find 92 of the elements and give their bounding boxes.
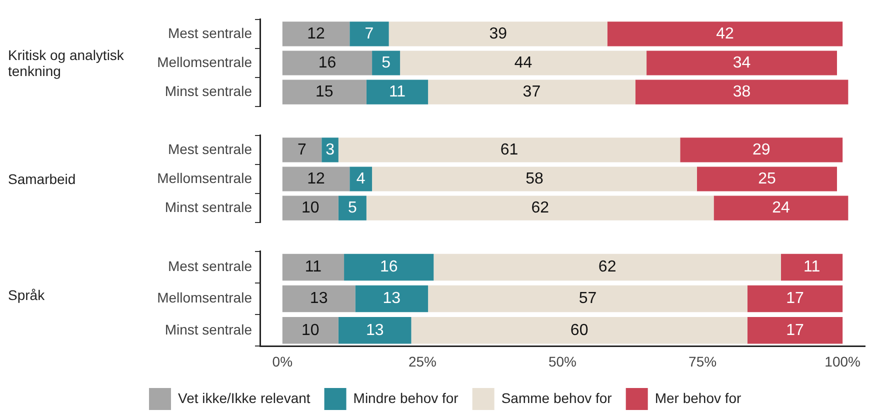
y-tick-label: Mest sentrale: [168, 140, 252, 157]
bar: [282, 166, 350, 192]
data-label: 15: [316, 83, 334, 100]
data-label: 29: [752, 141, 770, 158]
data-label: 10: [302, 322, 320, 339]
data-label: 44: [514, 54, 532, 72]
bar: [282, 22, 350, 46]
y-tick-label: Mellomsentrale: [157, 54, 252, 70]
bar: [646, 50, 837, 76]
bar: [282, 80, 366, 104]
x-tick-label: 25%: [408, 353, 436, 370]
y-tick-label: Mellomsentrale: [157, 170, 252, 186]
data-label: 38: [732, 83, 751, 100]
bar: [428, 80, 636, 104]
y-tick-label: Mellomsentrale: [157, 290, 252, 306]
bar: [282, 138, 322, 162]
bar: [338, 196, 366, 220]
data-label: 62: [598, 258, 616, 276]
bar: [282, 196, 338, 220]
legend-label: Samme behov for: [501, 390, 612, 406]
bar: [282, 50, 372, 76]
bar: [344, 254, 434, 281]
data-label: 60: [570, 322, 588, 339]
x-tick-label: 75%: [688, 353, 717, 370]
bar: [355, 285, 428, 312]
bar: [366, 196, 714, 220]
data-label: 13: [366, 322, 384, 339]
x-tick-label: 100%: [824, 353, 860, 370]
data-label: 11: [388, 83, 406, 100]
y-axis-title: Samarbeid: [8, 170, 77, 189]
bar: [388, 22, 608, 46]
bar: [428, 285, 748, 312]
data-label: 11: [304, 258, 322, 276]
data-label: 42: [716, 25, 734, 42]
bar: [372, 50, 400, 76]
bar: [747, 285, 843, 312]
legend-label: Mindre behov for: [353, 390, 459, 406]
data-label: 16: [318, 54, 336, 72]
bar: [696, 166, 837, 192]
y-tick-label: Mest sentrale: [168, 258, 252, 274]
data-label: 16: [380, 258, 398, 276]
data-label: 25: [758, 170, 776, 188]
bar: [366, 80, 428, 104]
data-label: 62: [531, 199, 550, 216]
bar: [400, 50, 647, 76]
data-label: 34: [732, 54, 751, 72]
x-tick-label: 0%: [272, 353, 293, 370]
data-label: 58: [526, 170, 544, 188]
data-label: 39: [489, 25, 508, 42]
bar: [635, 80, 848, 104]
data-label: 7: [298, 141, 307, 158]
legend-label: Mer behov for: [654, 390, 742, 406]
data-label: 5: [382, 54, 391, 72]
y-axis-title: Språk: [8, 286, 46, 305]
data-label: 24: [772, 199, 790, 216]
data-label: 12: [307, 25, 326, 42]
x-tick-label: 50%: [548, 353, 577, 370]
bar: [282, 317, 338, 344]
data-label: 17: [786, 290, 804, 308]
bar: [680, 138, 843, 162]
bar: [714, 196, 848, 220]
bar: [350, 166, 372, 192]
data-label: 10: [302, 199, 320, 216]
data-label: 13: [310, 290, 328, 308]
bar: [372, 166, 697, 192]
y-tick-label: Minst sentrale: [164, 82, 252, 99]
data-label: 5: [348, 199, 357, 216]
bar: [350, 22, 389, 46]
data-label: 12: [307, 170, 326, 188]
data-label: 57: [578, 290, 597, 308]
y-axis-title: Kritisk og analytisk tenkning: [8, 46, 125, 81]
bar: [780, 254, 843, 281]
bar: [411, 317, 748, 344]
bar: [607, 22, 843, 46]
data-label: 3: [326, 141, 335, 158]
data-label: 13: [382, 290, 401, 308]
y-tick-label: Mest sentrale: [168, 24, 252, 41]
y-tick-label: Minst sentrale: [164, 198, 252, 215]
bar: [282, 285, 356, 312]
data-label: 61: [500, 141, 518, 158]
data-label: 4: [356, 170, 366, 188]
bar: [434, 254, 781, 281]
data-label: 37: [522, 83, 541, 100]
bar: [338, 138, 680, 162]
legend-label: Vet ikke/Ikke relevant: [178, 390, 310, 406]
data-label: 11: [803, 258, 820, 276]
bar: [282, 254, 344, 281]
bar: [747, 317, 843, 344]
y-tick-label: Minst sentrale: [164, 321, 252, 338]
data-label: 7: [364, 25, 374, 42]
bar: [338, 317, 412, 344]
data-label: 17: [786, 322, 804, 339]
